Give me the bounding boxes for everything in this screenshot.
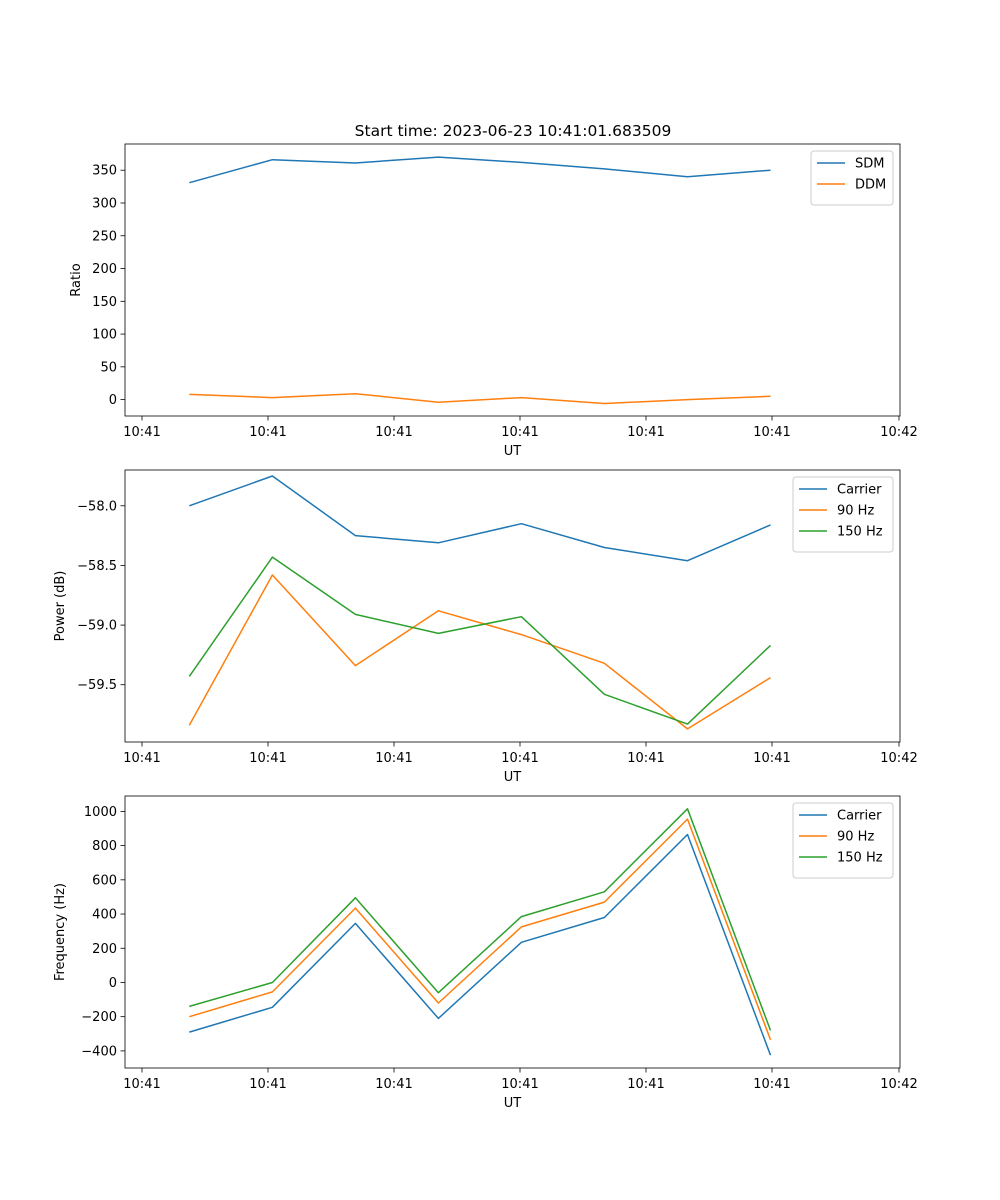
x-tick-label: 10:41 xyxy=(375,751,412,766)
x-tick-label: 10:41 xyxy=(753,1077,790,1092)
x-tick-label: 10:41 xyxy=(501,751,538,766)
legend-entry: DDM xyxy=(855,178,886,193)
x-tick-label: 10:41 xyxy=(249,1077,286,1092)
x-tick-label: 10:41 xyxy=(375,1077,412,1092)
legend-entry: Carrier xyxy=(837,483,882,498)
series-line-ddm xyxy=(189,392,771,405)
x-tick-label: 10:42 xyxy=(880,1077,917,1092)
x-tick-label: 10:41 xyxy=(123,425,160,440)
legend: Carrier 90 Hz 150 Hz xyxy=(792,476,894,553)
y-tick-label: −59.0 xyxy=(77,619,117,634)
y-tick-label: −58.5 xyxy=(77,559,117,574)
series-line-sdm xyxy=(189,156,771,184)
legend-box xyxy=(792,476,894,553)
legend-entry: 150 Hz xyxy=(837,525,883,540)
y-tick-label: −58.0 xyxy=(77,499,117,514)
chart-title: Start time: 2023-06-23 10:41:01.683509 xyxy=(355,122,672,140)
y-tick-label: 100 xyxy=(92,328,117,343)
x-tick-label: 10:41 xyxy=(123,1077,160,1092)
x-tick-label: 10:42 xyxy=(880,751,917,766)
y-axis-label: Frequency (Hz) xyxy=(53,883,68,981)
x-tick-label: 10:41 xyxy=(753,751,790,766)
legend-entry: Carrier xyxy=(837,809,882,824)
y-axis-label: Ratio xyxy=(69,263,84,296)
y-tick-label: 600 xyxy=(92,873,117,888)
series-line-90-hz xyxy=(189,818,772,1041)
y-tick-label: 50 xyxy=(100,360,117,375)
y-tick-label: 250 xyxy=(92,229,117,244)
x-tick-label: 10:41 xyxy=(501,425,538,440)
y-tick-label: 800 xyxy=(92,839,117,854)
series-line-150-hz xyxy=(189,808,772,1031)
x-tick-label: 10:41 xyxy=(627,751,664,766)
subplot-1: 10:41 10:41 10:41 10:41 10:41 10:41 10:42 0 50 10… xyxy=(69,143,918,459)
subplot-2: 10:41 10:41 10:41 10:41 10:41 10:41 10:42 −58.0… xyxy=(53,469,918,785)
y-axis-label: Power (dB) xyxy=(53,571,68,642)
x-tick-label: 10:41 xyxy=(375,425,412,440)
legend-box xyxy=(810,150,894,206)
x-tick-label: 10:41 xyxy=(249,751,286,766)
legend: SDM DDM xyxy=(810,150,894,206)
x-axis-label: UT xyxy=(504,444,522,459)
legend-entry: SDM xyxy=(855,157,884,172)
y-tick-label: 150 xyxy=(92,295,117,310)
y-tick-label: 0 xyxy=(109,393,117,408)
y-tick-label: 1000 xyxy=(84,805,117,820)
y-tick-label: 200 xyxy=(92,942,117,957)
y-tick-label: 200 xyxy=(92,262,117,277)
y-tick-label: 300 xyxy=(92,196,117,211)
y-tick-label: 350 xyxy=(92,164,117,179)
series-line-90-hz xyxy=(188,574,771,730)
legend-entry: 90 Hz xyxy=(837,504,874,519)
axes-frame xyxy=(124,469,901,743)
x-tick-label: 10:41 xyxy=(501,1077,538,1092)
legend-entry: 150 Hz xyxy=(837,851,883,866)
x-tick-label: 10:41 xyxy=(627,425,664,440)
legend-entry: 90 Hz xyxy=(837,830,874,845)
y-tick-label: 0 xyxy=(109,976,117,991)
axes-frame xyxy=(124,143,901,417)
series-line-carrier xyxy=(189,833,772,1056)
y-tick-label: −59.5 xyxy=(77,678,117,693)
y-tick-label: 400 xyxy=(92,908,117,923)
x-tick-label: 10:42 xyxy=(880,425,917,440)
subplot-3: 10:41 10:41 10:41 10:41 10:41 10:41 10:42 1000 8… xyxy=(53,795,918,1111)
axes-frame xyxy=(124,795,901,1069)
y-tick-label: −400 xyxy=(81,1044,117,1059)
x-tick-label: 10:41 xyxy=(249,425,286,440)
x-tick-label: 10:41 xyxy=(753,425,790,440)
x-tick-label: 10:41 xyxy=(123,751,160,766)
series-line-carrier xyxy=(189,475,771,562)
series-line-150-hz xyxy=(188,556,772,725)
y-tick-label: −200 xyxy=(81,1010,117,1025)
legend-box xyxy=(792,802,894,879)
x-tick-label: 10:41 xyxy=(627,1077,664,1092)
x-axis-label: UT xyxy=(504,1096,522,1111)
legend: Carrier 90 Hz 150 Hz xyxy=(792,802,894,879)
x-axis-label: UT xyxy=(504,770,522,785)
